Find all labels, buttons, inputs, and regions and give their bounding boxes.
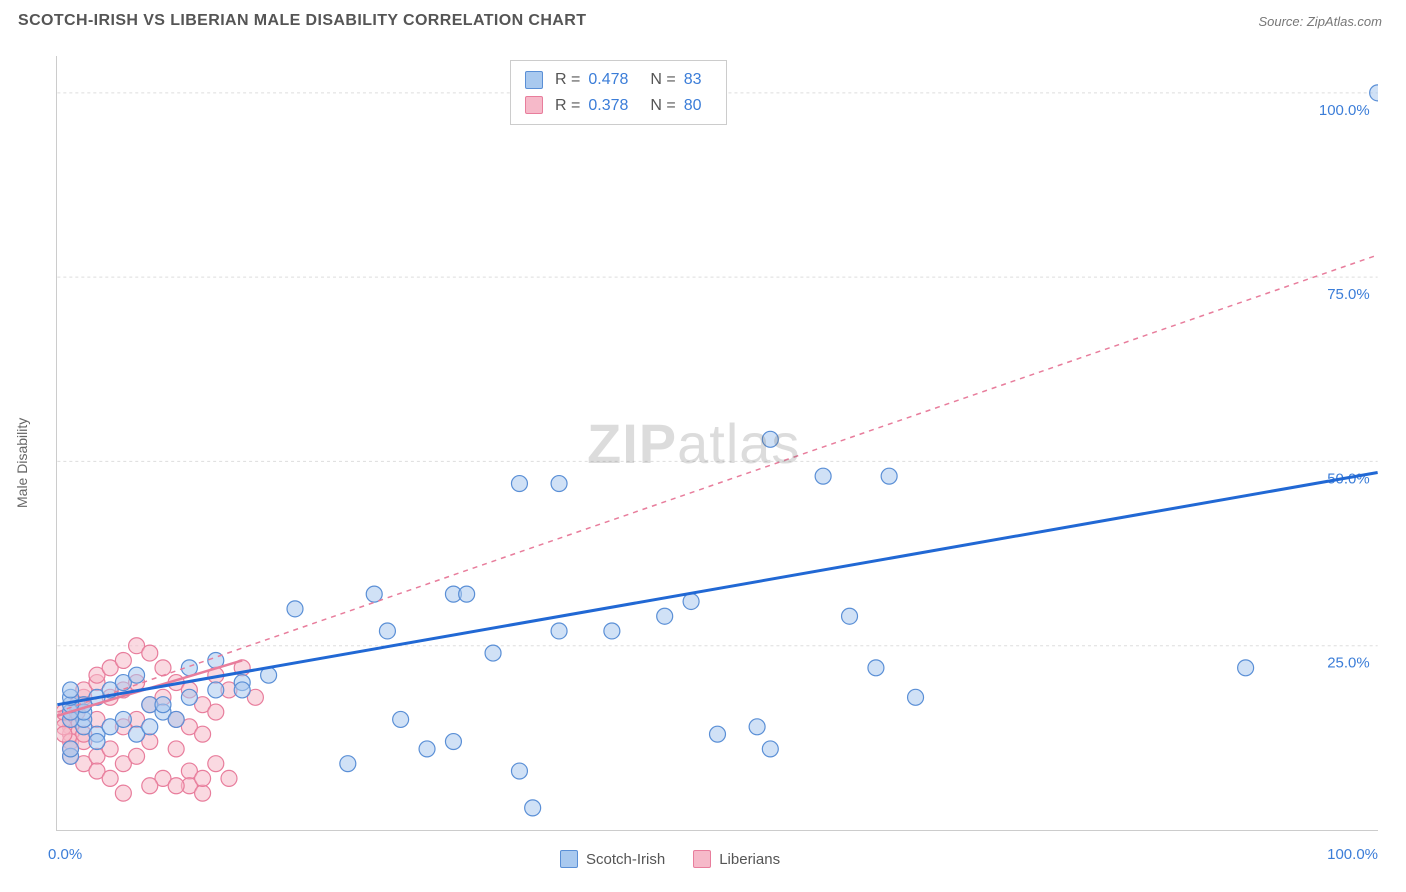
header: SCOTCH-IRISH VS LIBERIAN MALE DISABILITY…	[0, 0, 1406, 38]
legend-item-liberians: Liberians	[693, 850, 780, 868]
r-label: R =	[555, 93, 580, 119]
svg-text:25.0%: 25.0%	[1327, 655, 1369, 672]
watermark-light: atlas	[677, 412, 800, 475]
n-value-1: 83	[684, 67, 702, 93]
source-attribution: Source: ZipAtlas.com	[1258, 14, 1382, 29]
watermark: ZIPatlas	[587, 411, 800, 476]
swatch-liberians	[693, 850, 711, 868]
r-value-2: 0.378	[588, 93, 628, 119]
legend-label: Liberians	[719, 851, 780, 868]
svg-text:50.0%: 50.0%	[1327, 470, 1369, 487]
chart-title: SCOTCH-IRISH VS LIBERIAN MALE DISABILITY…	[18, 12, 586, 30]
chart-plot-area: 25.0% 50.0% 75.0% 100.0% ZIPatlas	[56, 56, 1378, 831]
correlation-row-1: R = 0.478 N = 83	[525, 67, 712, 93]
n-label: N =	[650, 67, 675, 93]
svg-text:100.0%: 100.0%	[1319, 102, 1370, 119]
n-label: N =	[650, 93, 675, 119]
legend-item-scotch-irish: Scotch-Irish	[560, 850, 665, 868]
legend-label: Scotch-Irish	[586, 851, 665, 868]
correlation-legend: R = 0.478 N = 83 R = 0.378 N = 80	[510, 60, 727, 125]
chart-svg-layer: 25.0% 50.0% 75.0% 100.0%	[57, 56, 1378, 830]
source-value: ZipAtlas.com	[1307, 14, 1382, 29]
swatch-scotch-irish	[560, 850, 578, 868]
svg-text:75.0%: 75.0%	[1327, 286, 1369, 303]
r-label: R =	[555, 67, 580, 93]
r-value-1: 0.478	[588, 67, 628, 93]
n-value-2: 80	[684, 93, 702, 119]
watermark-bold: ZIP	[587, 412, 677, 475]
correlation-row-2: R = 0.378 N = 80	[525, 93, 712, 119]
x-axis-origin: 0.0%	[48, 846, 82, 863]
swatch-scotch-irish	[525, 71, 543, 89]
x-axis-max: 100.0%	[1327, 846, 1378, 863]
swatch-liberians	[525, 96, 543, 114]
series-legend: Scotch-Irish Liberians	[560, 850, 780, 868]
source-label: Source:	[1258, 14, 1306, 29]
y-axis-label: Male Disability	[14, 418, 30, 508]
